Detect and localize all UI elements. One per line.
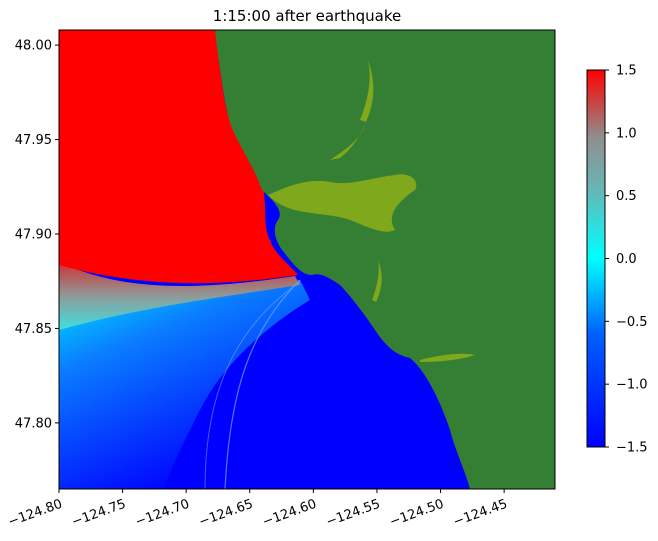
wave-arc	[204, 281, 301, 489]
colorbar: −1.5 −1.0 −0.5 0.0 0.5 1.0 1.5	[586, 64, 648, 456]
x-tick-label: −124.55	[324, 497, 382, 530]
colorbar-gradient	[587, 70, 605, 447]
x-tick-label: −124.60	[261, 497, 319, 530]
ocean-positive-region	[59, 30, 298, 284]
colorbar-tick-label: −1.5	[616, 441, 648, 456]
colorbar-tick-label: 1.0	[616, 126, 637, 141]
y-tick-label: 48.00	[15, 39, 52, 54]
river-estuary	[268, 174, 417, 232]
y-tick-label: 47.90	[15, 228, 52, 243]
colorbar-ticks: −1.5 −1.0 −0.5 0.0 0.5 1.0 1.5	[605, 64, 648, 456]
chart-title: 1:15:00 after earthquake	[213, 7, 401, 25]
x-tick-label: −124.70	[133, 497, 191, 530]
y-axis: 47.80 47.85 47.90 47.95 48.00	[15, 39, 59, 431]
x-tick-label: −124.45	[451, 497, 509, 530]
river-channel	[372, 260, 382, 302]
colorbar-tick-label: 1.5	[616, 64, 637, 79]
river-channel	[360, 60, 374, 122]
river-channel	[420, 353, 475, 362]
colorbar-tick-label: −0.5	[616, 315, 648, 330]
x-tick-label: −124.75	[70, 497, 128, 530]
y-tick-label: 47.85	[15, 322, 52, 337]
x-tick-label: −124.50	[388, 497, 446, 530]
colorbar-tick-label: 0.0	[616, 252, 637, 267]
x-tick-label: −124.80	[6, 497, 64, 530]
colorbar-tick-label: 0.5	[616, 189, 637, 204]
wave-arc	[224, 279, 301, 489]
wave-height-map	[59, 30, 555, 489]
y-tick-label: 47.80	[15, 416, 52, 431]
y-tick-label: 47.95	[15, 133, 52, 148]
x-axis: −124.80 −124.75 −124.70 −124.65 −124.60 −124.…	[6, 489, 509, 530]
colorbar-tick-label: −1.0	[616, 378, 648, 393]
land-mass	[215, 30, 555, 489]
wave-front-band	[59, 262, 300, 330]
x-tick-label: −124.65	[197, 497, 255, 530]
plot-frame	[58, 29, 556, 490]
